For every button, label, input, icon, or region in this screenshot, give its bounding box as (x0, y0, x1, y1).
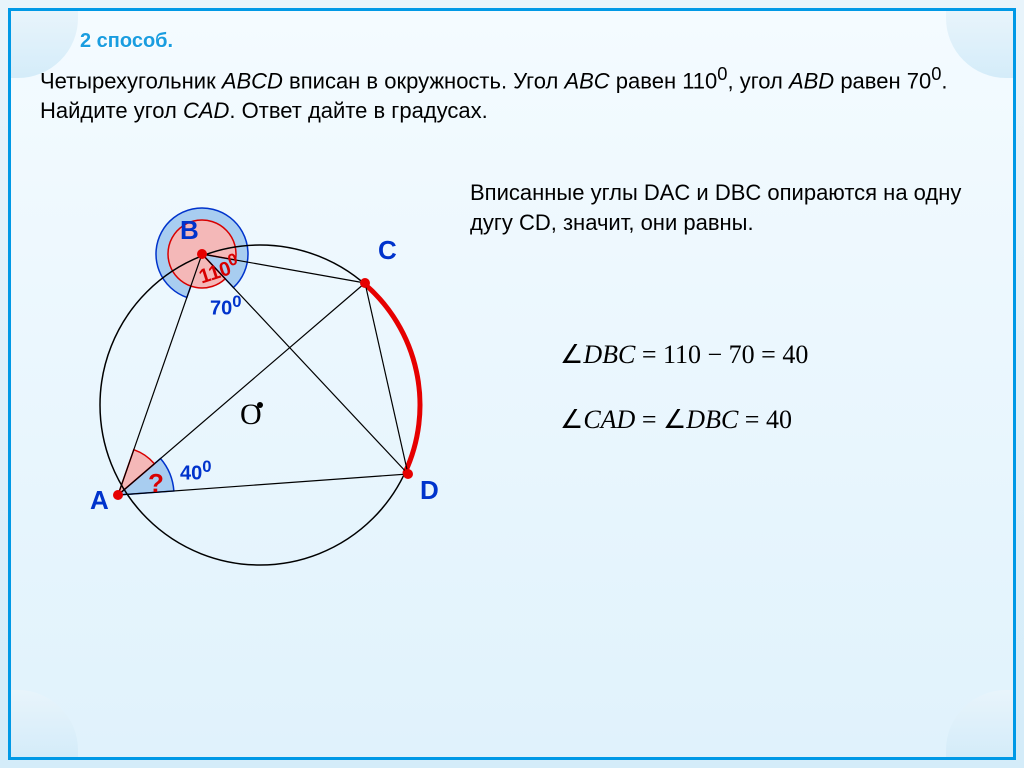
sup: 0 (717, 63, 727, 84)
label-C: C (378, 235, 397, 266)
eq2a: CAD (583, 405, 635, 434)
a70v: 70 (210, 298, 232, 320)
txt: . Ответ дайте в градусах. (229, 98, 487, 123)
txt: равен 70 (834, 68, 931, 93)
angle-40: 400 (180, 457, 212, 486)
txt: равен 110 (610, 68, 718, 93)
sup: 0 (931, 63, 941, 84)
eq1-t: DBC (583, 340, 635, 369)
txt: Четырехугольник (40, 68, 222, 93)
label-B: B (180, 215, 199, 246)
a40s: 0 (202, 457, 211, 476)
eq2b: DBC (686, 405, 738, 434)
txt: , угол (727, 68, 788, 93)
abd: ABD (789, 68, 834, 93)
equation-cad: ∠CAD = ∠DBC = 40 (560, 405, 792, 435)
geometry-diagram: A B C D O 1100 700 400 ? (50, 180, 450, 600)
question-mark: ? (148, 468, 164, 499)
method-title: 2 способ. (80, 30, 173, 53)
a70s: 0 (232, 292, 241, 311)
label-A: A (90, 485, 109, 516)
corner-br (946, 690, 1016, 760)
cad: CAD (183, 98, 229, 123)
a40v: 40 (180, 463, 202, 485)
label-D: D (420, 475, 439, 506)
corner-bl (8, 690, 78, 760)
txt: вписан в окружность. Угол (283, 68, 565, 93)
explanation-text: Вписанные углы DAC и DBC опираются на од… (470, 178, 984, 237)
equation-dbc: ∠DBC = 110 − 70 = 40 (560, 340, 808, 370)
label-O: O (240, 398, 262, 432)
abcd: ABCD (222, 68, 283, 93)
problem-text: Четырехугольник ABCD вписан в окружность… (40, 62, 984, 126)
abc: ABC (564, 68, 609, 93)
angle-70: 700 (210, 292, 242, 321)
